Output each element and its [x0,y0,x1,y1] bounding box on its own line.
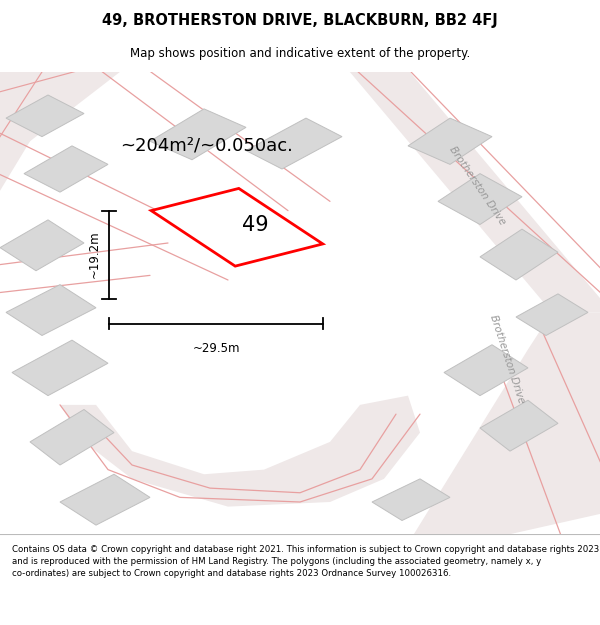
Polygon shape [408,118,492,164]
Polygon shape [0,72,30,155]
Polygon shape [24,146,108,192]
Text: Map shows position and indicative extent of the property.: Map shows position and indicative extent… [130,48,470,61]
Polygon shape [0,220,84,271]
Polygon shape [516,294,588,336]
Text: ~19.2m: ~19.2m [88,231,101,278]
Text: ~29.5m: ~29.5m [192,341,240,354]
Text: 49: 49 [242,215,268,235]
Polygon shape [246,118,342,169]
Polygon shape [0,72,72,211]
Polygon shape [480,229,558,280]
Text: Contains OS data © Crown copyright and database right 2021. This information is : Contains OS data © Crown copyright and d… [12,545,599,578]
Polygon shape [151,188,323,266]
Polygon shape [60,396,420,507]
Polygon shape [342,62,600,312]
Text: Brotherston Drive: Brotherston Drive [447,144,507,226]
Polygon shape [408,312,600,544]
Polygon shape [30,409,114,465]
Text: Brotherston Drive: Brotherston Drive [488,313,526,404]
Polygon shape [60,474,150,525]
Text: ~204m²/~0.050ac.: ~204m²/~0.050ac. [120,137,293,155]
Polygon shape [6,95,84,137]
Polygon shape [6,284,96,336]
Polygon shape [444,345,528,396]
Polygon shape [12,340,108,396]
Polygon shape [0,72,120,174]
Text: 49, BROTHERSTON DRIVE, BLACKBURN, BB2 4FJ: 49, BROTHERSTON DRIVE, BLACKBURN, BB2 4F… [102,12,498,28]
Polygon shape [372,479,450,521]
Polygon shape [438,174,522,224]
Polygon shape [480,400,558,451]
Polygon shape [150,109,246,160]
